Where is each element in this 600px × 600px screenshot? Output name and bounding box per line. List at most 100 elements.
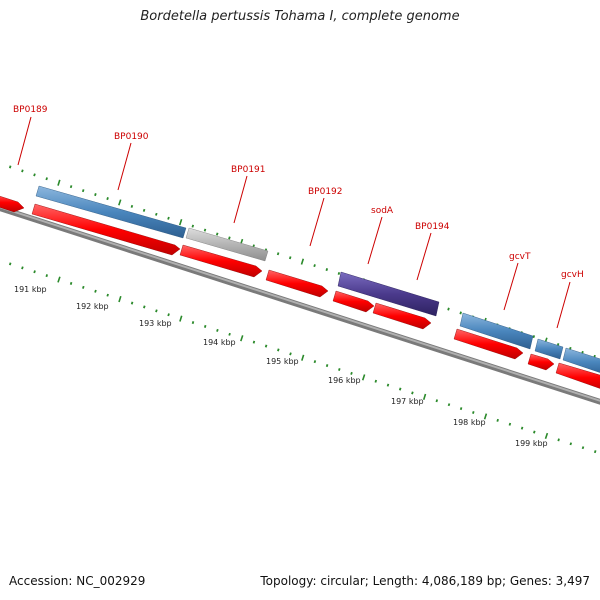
ruler-minor-tick [106,197,109,201]
scale-label: 194 kbp [203,338,236,347]
ruler-minor-tick [411,391,414,395]
gene-label[interactable]: BP0192 [308,187,343,197]
ruler-minor-tick [203,324,207,328]
leader-gcvH [556,281,571,329]
cds-feature[interactable] [372,302,432,330]
ruler-minor-tick [532,335,536,339]
ruler-minor-tick [264,344,268,348]
gene-box-partial[interactable] [562,347,600,376]
ruler-minor-tick [581,446,585,450]
ruler-minor-tick [459,311,462,315]
leader-BP0189 [17,116,32,166]
ruler-minor-tick [155,212,158,216]
ruler-minor-tick [21,169,24,173]
ruler-minor-tick [593,450,597,454]
ruler-minor-tick [508,422,512,426]
cds-feature[interactable] [527,353,555,371]
scale-label: 197 kbp [391,397,424,406]
scale-label: 199 kbp [515,439,548,448]
map-title: Bordetella pertussis Tohama I, complete … [140,9,460,24]
ruler-minor-tick [447,403,451,407]
gene-box-gcvT[interactable] [459,312,534,350]
ruler-minor-tick [386,383,390,387]
ruler-minor-tick [8,165,12,169]
ruler-minor-tick [33,173,36,177]
ruler-minor-tick [216,328,219,332]
ruler-bottom [8,262,597,454]
gene-label[interactable]: BP0194 [415,222,450,232]
scale-labels: 191 kbp 192 kbp 193 kbp 194 kbp 195 kbp … [14,285,548,448]
ruler-minor-tick [167,216,170,220]
ruler-minor-tick [313,264,316,268]
ruler-major-tick [57,179,61,186]
ruler-minor-tick [69,185,73,189]
ruler-minor-tick [533,430,536,434]
ruler-minor-tick [45,177,48,181]
scale-label: 198 kbp [453,418,486,427]
gene-box-gcvH[interactable] [534,338,564,360]
cds-feature[interactable] [265,269,329,298]
ruler-minor-tick [447,307,450,311]
gene-label[interactable]: BP0191 [231,165,266,175]
ruler-minor-tick [45,274,48,278]
ruler-major-tick [57,276,61,283]
cds-feature[interactable] [31,203,181,256]
label-leaders [17,116,571,329]
ruler-minor-tick [130,204,134,208]
ruler-major-tick [422,393,427,400]
cds-feature[interactable] [0,193,25,213]
ruler-minor-tick [215,232,219,236]
ruler-major-tick [361,374,366,381]
ruler-minor-tick [203,228,207,232]
topology-text: Topology: circular; Length: 4,086,189 bp… [260,574,590,588]
scale-label: 196 kbp [328,376,361,385]
ruler-minor-tick [143,305,146,309]
leader-BP0194 [416,232,432,281]
gene-label[interactable]: gcvT [509,252,531,262]
gene-box-sodA[interactable] [337,271,440,317]
cds-feature[interactable] [555,362,600,392]
ruler-minor-tick [69,281,73,285]
ruler-minor-tick [496,418,499,422]
ruler-major-tick [300,258,305,265]
gene-label[interactable]: BP0190 [114,132,149,142]
ruler-minor-tick [472,411,475,414]
ruler-minor-tick [94,193,97,197]
ruler-minor-tick [337,272,341,275]
ruler-minor-tick [276,252,280,256]
ruler-minor-tick [8,262,12,266]
ruler-minor-tick [398,387,402,391]
ruler-minor-tick [557,438,560,442]
ruler-minor-tick [325,268,329,272]
cds-feature[interactable] [332,290,375,313]
ruler-major-tick [544,432,549,440]
ruler-minor-tick [459,407,463,411]
gene-box-BP0190[interactable] [35,185,187,239]
ruler-minor-tick [350,371,353,375]
ruler-major-tick [178,219,183,226]
ruler-minor-tick [155,309,158,313]
cds-feature[interactable] [453,328,524,360]
ruler-minor-tick [289,352,292,356]
ruler-minor-tick [81,189,85,193]
scale-label: 191 kbp [14,285,47,294]
leader-BP0191 [233,175,248,224]
gene-labels: BP0189 BP0190 BP0191 BP0192 sodA BP0194 … [13,105,584,280]
ruler-minor-tick [288,256,292,260]
ruler-minor-tick [33,270,36,274]
ruler-minor-tick [277,348,280,352]
cds-feature[interactable] [179,244,263,278]
accession-text: Accession: NC_002929 [9,574,146,588]
ruler-minor-tick [191,321,195,325]
gene-box-BP0191[interactable] [185,227,269,262]
genome-backbone-highlight [0,206,600,402]
scale-label: 193 kbp [139,319,172,328]
gene-label[interactable]: gcvH [561,270,584,280]
ruler-minor-tick [106,293,109,297]
gene-label[interactable]: BP0189 [13,105,48,115]
ruler-major-tick [301,354,305,361]
leader-sodA [367,216,383,265]
ruler-minor-tick [228,236,231,240]
gene-label[interactable]: sodA [371,206,394,216]
